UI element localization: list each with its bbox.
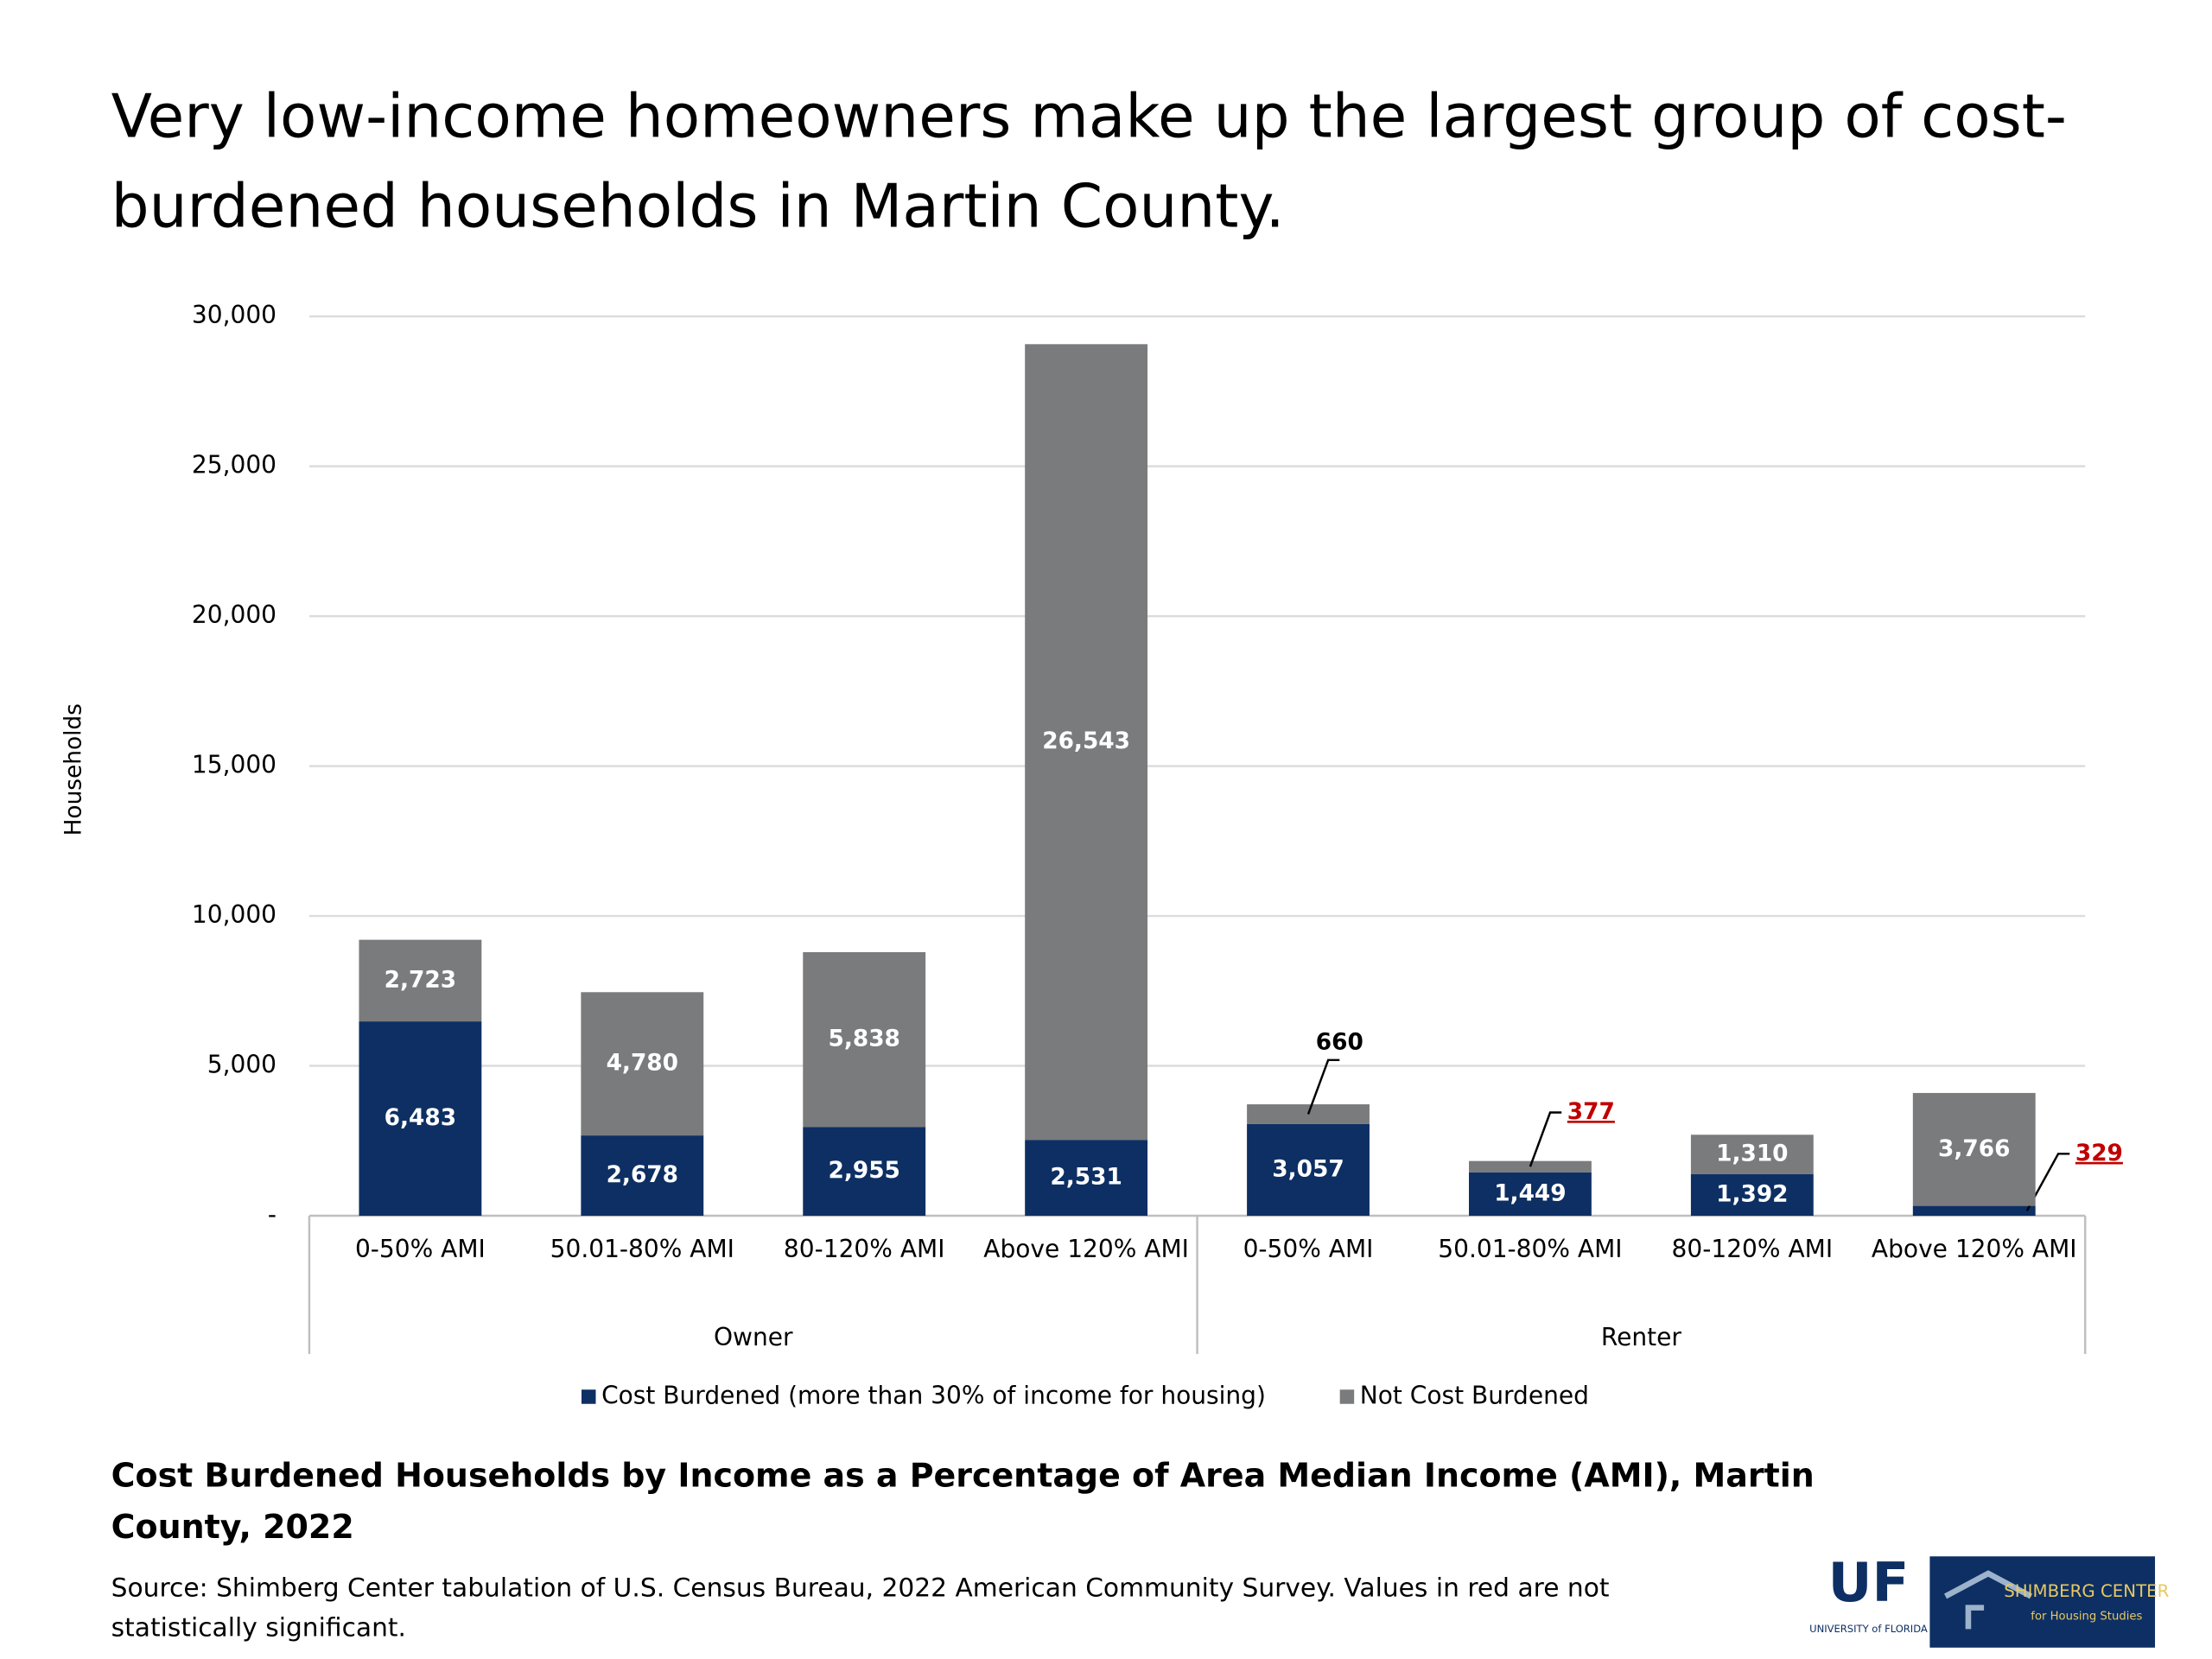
bar-segment xyxy=(581,992,704,1136)
data-label: 3,057 xyxy=(1272,1156,1344,1182)
legend-label: Cost Burdened (more than 30% of income f… xyxy=(601,1381,1266,1409)
bar-segment xyxy=(1912,1205,2036,1217)
x-tick-label: Above 120% AMI xyxy=(983,1236,1189,1265)
source: Source: Shimberg Center tabulation of U.… xyxy=(111,1573,1610,1643)
leader-line xyxy=(1306,1058,1340,1115)
x-tick-label-box: Above 120% AMI xyxy=(1871,1236,2077,1265)
y-tick-label: 10,000 xyxy=(192,900,276,929)
bar-segment xyxy=(1690,1135,1814,1174)
center-logo-text: SHIMBERG CENTER xyxy=(2004,1581,2169,1601)
x-tick-label: 80-120% AMI xyxy=(783,1236,945,1265)
center-logo-sub: for Housing Studies xyxy=(2031,1611,2142,1624)
bar-segment xyxy=(803,1127,926,1217)
bar-segment xyxy=(1025,1140,1148,1217)
bar-segment xyxy=(581,1135,704,1217)
y-tick-label: 15,000 xyxy=(192,751,276,779)
data-label: 5,838 xyxy=(828,1027,899,1052)
data-label: 2,955 xyxy=(828,1158,899,1184)
caption: Cost Burdened Households by Income as a … xyxy=(111,1458,1815,1547)
chart-title: Very low-income homeowners make up the l… xyxy=(111,81,2067,241)
bar-segment xyxy=(1469,1160,1592,1173)
caption-box: Cost Burdened Households by Income as a … xyxy=(111,1458,1815,1547)
y-tick-label: 30,000 xyxy=(192,301,276,329)
chart-title-box: Very low-income homeowners make up the l… xyxy=(111,81,2067,241)
x-tick-label: 0-50% AMI xyxy=(354,1236,486,1265)
bar-segment xyxy=(803,951,926,1128)
x-tick-label-box: 80-120% AMI xyxy=(783,1236,945,1265)
bar-segment xyxy=(359,939,482,1022)
source-box: Source: Shimberg Center tabulation of U.… xyxy=(111,1573,1610,1643)
data-label: 660 xyxy=(1316,1030,1363,1056)
data-label: 3,766 xyxy=(1938,1136,2010,1162)
group-label: Owner xyxy=(714,1323,793,1351)
uf-logo-sub: UNIVERSITY of FLORIDA xyxy=(1809,1623,1928,1635)
x-tick-label-box: 0-50% AMI xyxy=(354,1236,486,1265)
x-tick-label-box: 50.01-80% AMI xyxy=(1438,1236,1623,1265)
data-label: 4,780 xyxy=(607,1051,678,1077)
data-label: 2,723 xyxy=(385,967,456,993)
bar-segment xyxy=(1690,1173,1814,1217)
data-label: 377 xyxy=(1567,1099,1615,1125)
x-tick-label-box: Above 120% AMI xyxy=(983,1236,1189,1265)
data-label: 1,392 xyxy=(1716,1181,1788,1207)
x-tick-label: 80-120% AMI xyxy=(1671,1236,1834,1265)
y-tick-label: 25,000 xyxy=(192,451,276,480)
x-tick-label-box: 80-120% AMI xyxy=(1671,1236,1834,1265)
x-tick-label: 50.01-80% AMI xyxy=(550,1236,734,1265)
data-label: 2,531 xyxy=(1050,1165,1122,1191)
y-tick-label: 20,000 xyxy=(192,601,276,629)
data-label: 1,310 xyxy=(1716,1141,1788,1166)
y-tick-label: 5,000 xyxy=(207,1051,276,1079)
x-tick-label-box: 50.01-80% AMI xyxy=(550,1236,734,1265)
bar-segment xyxy=(359,1021,482,1217)
bar-segment xyxy=(1025,344,1148,1141)
leader-line xyxy=(2025,1153,2070,1211)
data-label: 1,449 xyxy=(1494,1180,1566,1206)
y-axis-label: Households xyxy=(60,703,86,836)
data-label: 329 xyxy=(2075,1141,2123,1166)
x-tick-label: 50.01-80% AMI xyxy=(1438,1236,1623,1265)
x-tick-label: Above 120% AMI xyxy=(1871,1236,2077,1265)
data-label: 2,678 xyxy=(607,1162,678,1188)
legend-label: Not Cost Burdened xyxy=(1360,1381,1589,1409)
center-logo-icon xyxy=(1943,1570,2033,1630)
x-tick-label: 0-50% AMI xyxy=(1243,1236,1374,1265)
legend-swatch xyxy=(581,1389,596,1404)
y-tick-label: - xyxy=(268,1200,276,1229)
uf-logo-text: UF xyxy=(1828,1551,1910,1614)
center-logo: SHIMBERG CENTER for Housing Studies xyxy=(1929,1556,2170,1648)
leader-line xyxy=(1529,1111,1562,1167)
group-label: Renter xyxy=(1601,1323,1681,1351)
center-logo-box xyxy=(1929,1556,2156,1648)
x-tick-label-box: 0-50% AMI xyxy=(1243,1236,1374,1265)
bar-segment xyxy=(1247,1104,1370,1124)
uf-logo: UF UNIVERSITY of FLORIDA xyxy=(1809,1551,1928,1635)
bar-segment xyxy=(1469,1172,1592,1217)
bar-segment xyxy=(1912,1092,2036,1206)
data-label: 6,483 xyxy=(385,1105,456,1131)
data-label: 26,543 xyxy=(1042,728,1130,754)
bar-segment xyxy=(1247,1123,1370,1217)
legend-swatch xyxy=(1339,1389,1355,1404)
